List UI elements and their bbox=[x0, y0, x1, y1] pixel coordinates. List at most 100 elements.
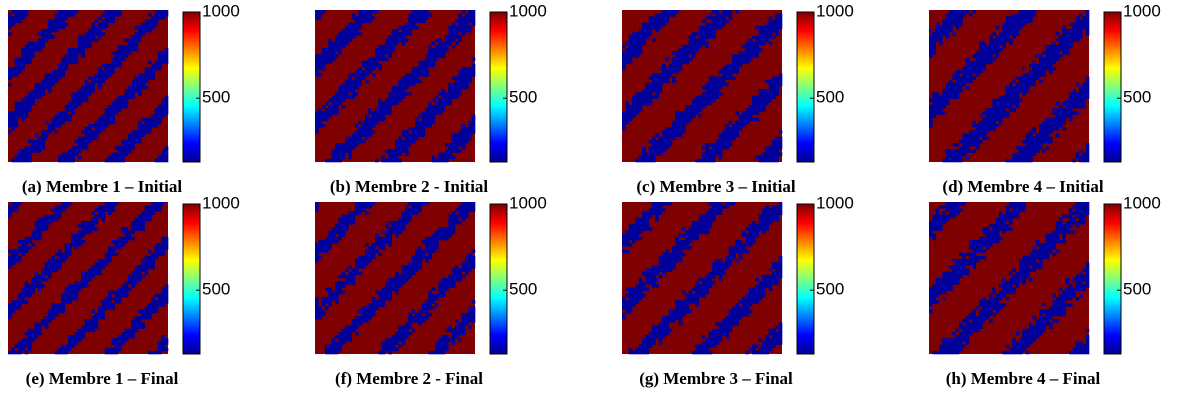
field-cell bbox=[949, 19, 953, 23]
field-cell bbox=[632, 114, 636, 118]
field-cell bbox=[104, 124, 109, 128]
field-cell bbox=[702, 281, 706, 285]
field-cell bbox=[61, 155, 65, 160]
colorbar-tick-label: 1000 bbox=[202, 1, 240, 20]
field-cell bbox=[345, 86, 349, 90]
field-cell bbox=[1005, 32, 1010, 36]
field-cell bbox=[381, 290, 386, 295]
field-cell bbox=[144, 312, 149, 317]
field-cell bbox=[41, 322, 45, 326]
field-cell bbox=[111, 19, 115, 23]
field-cell bbox=[71, 48, 75, 52]
field-cell bbox=[78, 281, 82, 285]
field-cell bbox=[982, 41, 986, 46]
field-cell bbox=[418, 70, 422, 74]
field-cell bbox=[468, 265, 472, 269]
field-cell bbox=[131, 230, 135, 234]
field-cell bbox=[321, 63, 326, 68]
field-cell bbox=[28, 108, 32, 112]
field-cell bbox=[34, 221, 39, 225]
field-cell bbox=[21, 117, 25, 122]
field-cell bbox=[685, 111, 689, 115]
field-cell bbox=[28, 344, 32, 348]
field-cell bbox=[98, 76, 102, 80]
field-cell bbox=[398, 98, 402, 103]
field-cell bbox=[1015, 19, 1020, 23]
field-cell bbox=[161, 57, 165, 61]
field-cell bbox=[999, 38, 1003, 42]
field-cell bbox=[141, 259, 145, 263]
field-cell bbox=[58, 111, 62, 115]
field-cell bbox=[41, 35, 45, 39]
field-cell bbox=[405, 130, 409, 134]
field-cell bbox=[962, 13, 966, 17]
field-cell bbox=[715, 79, 719, 84]
field-cell bbox=[91, 271, 95, 276]
field-cell bbox=[425, 117, 429, 122]
field-cell bbox=[44, 221, 49, 225]
field-cell bbox=[158, 57, 162, 61]
field-cell bbox=[451, 146, 456, 150]
field-cell bbox=[24, 111, 29, 115]
field-cell bbox=[58, 120, 62, 125]
field-cell bbox=[635, 284, 639, 288]
field-cell bbox=[1022, 79, 1026, 84]
field-cell bbox=[31, 54, 35, 58]
field-cell bbox=[1032, 10, 1036, 14]
field-cell bbox=[441, 344, 446, 348]
field-cell bbox=[401, 325, 406, 329]
field-cell bbox=[969, 79, 973, 84]
field-cell bbox=[44, 268, 49, 272]
field-cell bbox=[668, 70, 673, 74]
field-cell bbox=[458, 73, 462, 77]
field-cell bbox=[448, 86, 452, 90]
field-cell bbox=[1005, 114, 1010, 118]
field-cell bbox=[772, 82, 776, 87]
field-cell bbox=[318, 54, 322, 58]
field-cell bbox=[358, 322, 362, 326]
field-cell bbox=[975, 136, 980, 141]
field-cell bbox=[1085, 155, 1090, 160]
field-cell bbox=[395, 227, 399, 231]
field-cell bbox=[775, 29, 779, 33]
field-cell bbox=[361, 120, 366, 125]
field-cell bbox=[939, 41, 943, 46]
field-cell bbox=[455, 214, 459, 219]
field-cell bbox=[625, 249, 629, 253]
field-cell bbox=[64, 63, 69, 68]
field-cell bbox=[118, 246, 122, 250]
field-cell bbox=[405, 92, 409, 96]
field-cell bbox=[134, 224, 139, 228]
field-cell bbox=[131, 89, 135, 93]
field-cell bbox=[88, 274, 92, 279]
field-cell bbox=[458, 325, 462, 329]
field-cell bbox=[335, 227, 339, 231]
field-cell bbox=[685, 236, 689, 241]
field-cell bbox=[138, 38, 142, 42]
field-cell bbox=[945, 13, 950, 17]
field-cell bbox=[678, 117, 683, 122]
colorbar-tick-label: 500 bbox=[816, 88, 844, 107]
field-cell bbox=[368, 70, 372, 74]
field-cell bbox=[54, 79, 59, 84]
field-cell bbox=[21, 57, 25, 61]
field-cell bbox=[632, 98, 636, 103]
field-cell bbox=[712, 202, 716, 206]
field-cell bbox=[361, 202, 366, 206]
field-cell bbox=[962, 139, 966, 144]
colorbar bbox=[489, 203, 508, 355]
field-cell bbox=[121, 143, 125, 147]
field-cell bbox=[335, 111, 339, 115]
field-cell bbox=[121, 57, 125, 61]
field-cell bbox=[702, 290, 706, 295]
field-cell bbox=[418, 133, 422, 137]
field-cell bbox=[411, 211, 416, 215]
field-cell bbox=[41, 146, 45, 150]
field-cell bbox=[425, 10, 429, 14]
field-cell bbox=[21, 98, 25, 103]
field-cell bbox=[935, 98, 940, 103]
field-cell bbox=[989, 108, 993, 112]
field-cell bbox=[995, 111, 1000, 115]
field-cell bbox=[21, 51, 25, 55]
field-cell bbox=[471, 300, 476, 304]
